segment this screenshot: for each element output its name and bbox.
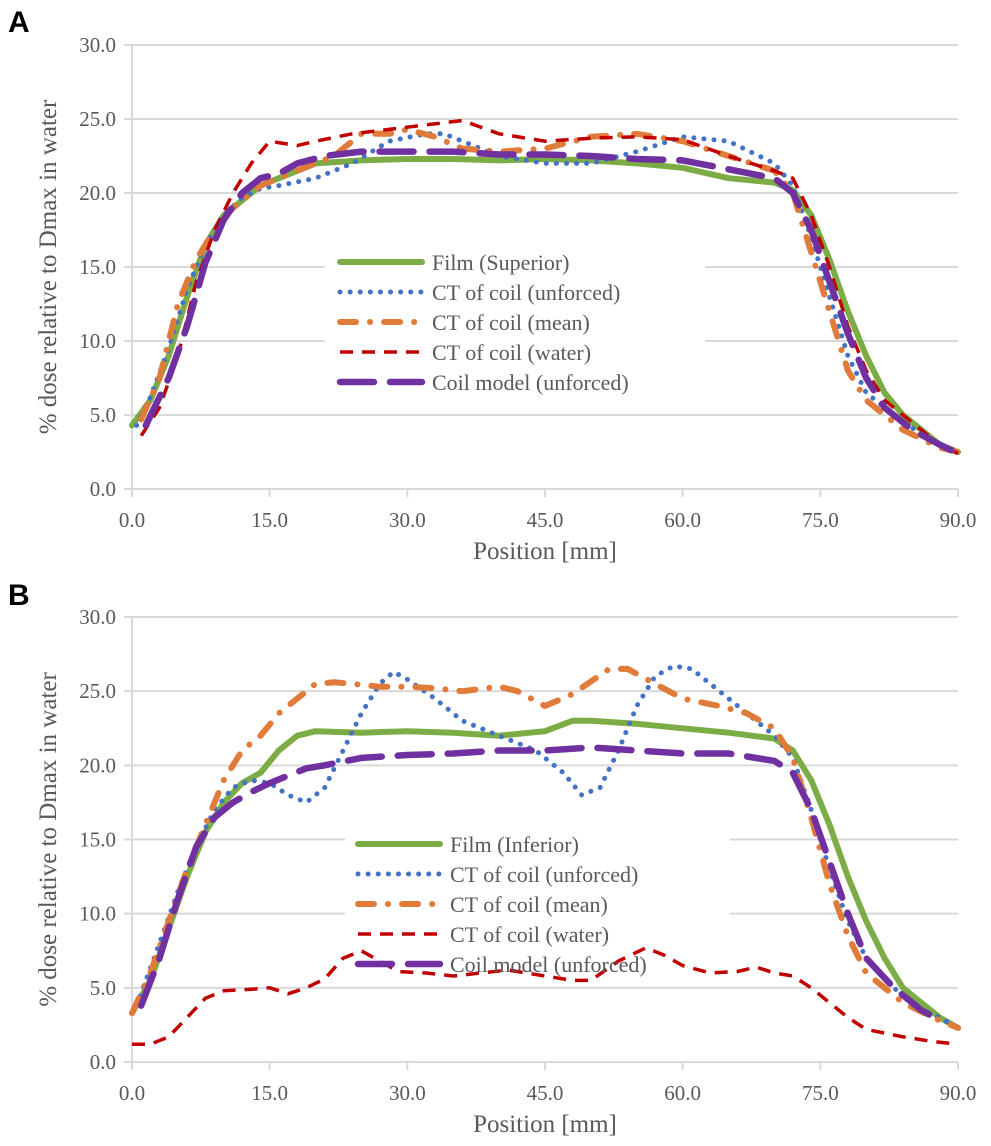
- legend-label: CT of coil (water): [450, 922, 609, 947]
- x-axis-title: Position [mm]: [473, 1111, 617, 1138]
- series-line-coil-model-unforced: [137, 744, 943, 1024]
- series-line-ct-of-coil-water: [139, 118, 959, 456]
- panel-label: A: [8, 6, 30, 39]
- y-tick-label: 5.0: [90, 403, 116, 427]
- x-tick-label: 90.0: [940, 508, 977, 532]
- legend-item: CT of coil (mean): [337, 310, 590, 335]
- x-tick-label: 75.0: [802, 1081, 839, 1105]
- legend-item: CT of coil (mean): [355, 892, 608, 917]
- panel-b: B 0.0 5.0 10.0 15.0 20.0 25.0 30.0 0.0 15.0 30.0 45…: [8, 579, 976, 1138]
- y-tick-label: 25.0: [79, 107, 116, 131]
- legend-label: Film (Inferior): [450, 832, 579, 857]
- legend-label: CT of coil (unforced): [432, 280, 620, 305]
- y-axis-title: % dose relative to Dmax in water: [35, 99, 62, 434]
- x-tick-label: 60.0: [664, 1081, 701, 1105]
- legend-item: Film (Inferior): [355, 832, 579, 857]
- legend-label: Coil model (unforced): [450, 952, 647, 977]
- x-tick-label: 60.0: [664, 508, 701, 532]
- legend-label: Coil model (unforced): [432, 370, 629, 395]
- series-line-coil-model-unforced: [142, 148, 962, 457]
- x-tick-label: 45.0: [527, 1081, 564, 1105]
- x-tick-label: 75.0: [802, 508, 839, 532]
- x-axis-title: Position [mm]: [473, 538, 617, 565]
- y-tick-label: 0.0: [90, 477, 116, 501]
- legend-label: CT of coil (mean): [432, 310, 590, 335]
- x-tick-label: 15.0: [251, 1081, 288, 1105]
- x-tick-label: 30.0: [389, 508, 426, 532]
- y-tick-label: 25.0: [79, 679, 116, 703]
- legend-background: [345, 828, 730, 948]
- y-tick-label: 10.0: [79, 329, 116, 353]
- y-tick-label: 30.0: [79, 33, 116, 57]
- y-tick-label: 15.0: [79, 255, 116, 279]
- y-tick-label: 0.0: [90, 1050, 116, 1074]
- y-tick-label: 20.0: [79, 753, 116, 777]
- y-tick-label: 10.0: [79, 902, 116, 926]
- legend: Film (Superior) CT of coil (unforced) CT o…: [336, 250, 629, 395]
- x-tick-label: 0.0: [119, 1081, 145, 1105]
- x-tick-label: 15.0: [251, 508, 288, 532]
- y-tick-label: 30.0: [79, 605, 116, 629]
- legend-label: CT of coil (water): [432, 340, 591, 365]
- series-line-ct-of-coil-mean: [129, 665, 961, 1031]
- series-line-ct-of-coil-water: [132, 946, 959, 1046]
- y-axis-title: % dose relative to Dmax in water: [35, 672, 62, 1007]
- legend-item: CT of coil (unforced): [355, 862, 638, 887]
- legend-item: Coil model (unforced): [336, 370, 629, 395]
- x-tick-label: 90.0: [940, 1081, 977, 1105]
- legend-label: Film (Superior): [432, 250, 570, 275]
- legend-label: CT of coil (unforced): [450, 862, 638, 887]
- legend-item: CT of coil (unforced): [337, 280, 620, 305]
- y-tick-label: 20.0: [79, 181, 116, 205]
- x-tick-label: 30.0: [389, 1081, 426, 1105]
- legend-item: CT of coil (water): [340, 340, 591, 365]
- legend-item: CT of coil (water): [358, 922, 609, 947]
- x-tick-label: 45.0: [527, 508, 564, 532]
- legend-item: Film (Superior): [337, 250, 570, 275]
- panel-a: A 0.0 5.0 10.0 15.0 20.0 25.0 30.0 0.0 15.0 30.0 45…: [8, 6, 976, 565]
- y-tick-label: 5.0: [90, 976, 116, 1000]
- legend: Film (Inferior) CT of coil (unforced) CT o…: [354, 832, 647, 977]
- y-tick-label: 15.0: [79, 828, 116, 852]
- legend-label: CT of coil (mean): [450, 892, 608, 917]
- series-line-film-inferior: [129, 717, 961, 1031]
- panel-label: B: [8, 579, 30, 612]
- legend-item: Coil model (unforced): [354, 952, 647, 977]
- x-tick-label: 0.0: [119, 508, 145, 532]
